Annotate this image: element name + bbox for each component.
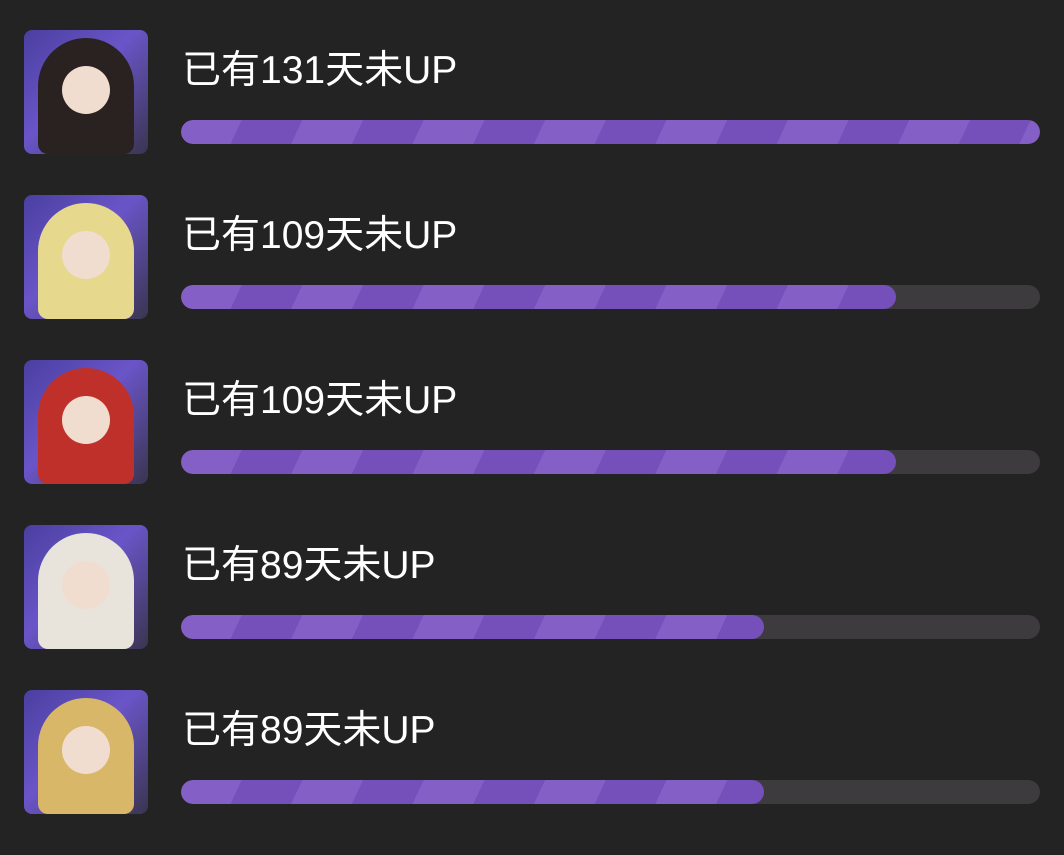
days-since-up-label: 已有109天未UP: [182, 214, 458, 257]
list-item[interactable]: 已有131天未UP: [0, 30, 1064, 195]
list-item[interactable]: 已有89天未UP: [0, 690, 1064, 855]
progress-bar: [181, 780, 1040, 804]
face-shape: [62, 66, 110, 114]
avatar: [24, 690, 148, 814]
progress-bar: [181, 615, 1040, 639]
avatar: [24, 360, 148, 484]
progress-fill: [181, 450, 896, 474]
face-shape: [62, 396, 110, 444]
days-since-up-label: 已有109天未UP: [182, 379, 458, 422]
progress-fill: [181, 285, 896, 309]
list-item[interactable]: 已有109天未UP: [0, 360, 1064, 525]
avatar: [24, 30, 148, 154]
progress-bar: [181, 120, 1040, 144]
progress-fill: [181, 120, 1040, 144]
face-shape: [62, 561, 110, 609]
progress-fill: [181, 780, 765, 804]
progress-bar: [181, 285, 1040, 309]
list-item[interactable]: 已有89天未UP: [0, 525, 1064, 690]
face-shape: [62, 726, 110, 774]
avatar: [24, 195, 148, 319]
progress-bar: [181, 450, 1040, 474]
days-since-up-label: 已有89天未UP: [182, 709, 436, 752]
face-shape: [62, 231, 110, 279]
progress-fill: [181, 615, 765, 639]
days-since-up-label: 已有89天未UP: [182, 544, 436, 587]
list-item[interactable]: 已有109天未UP: [0, 195, 1064, 360]
avatar: [24, 525, 148, 649]
days-since-up-label: 已有131天未UP: [182, 49, 458, 92]
